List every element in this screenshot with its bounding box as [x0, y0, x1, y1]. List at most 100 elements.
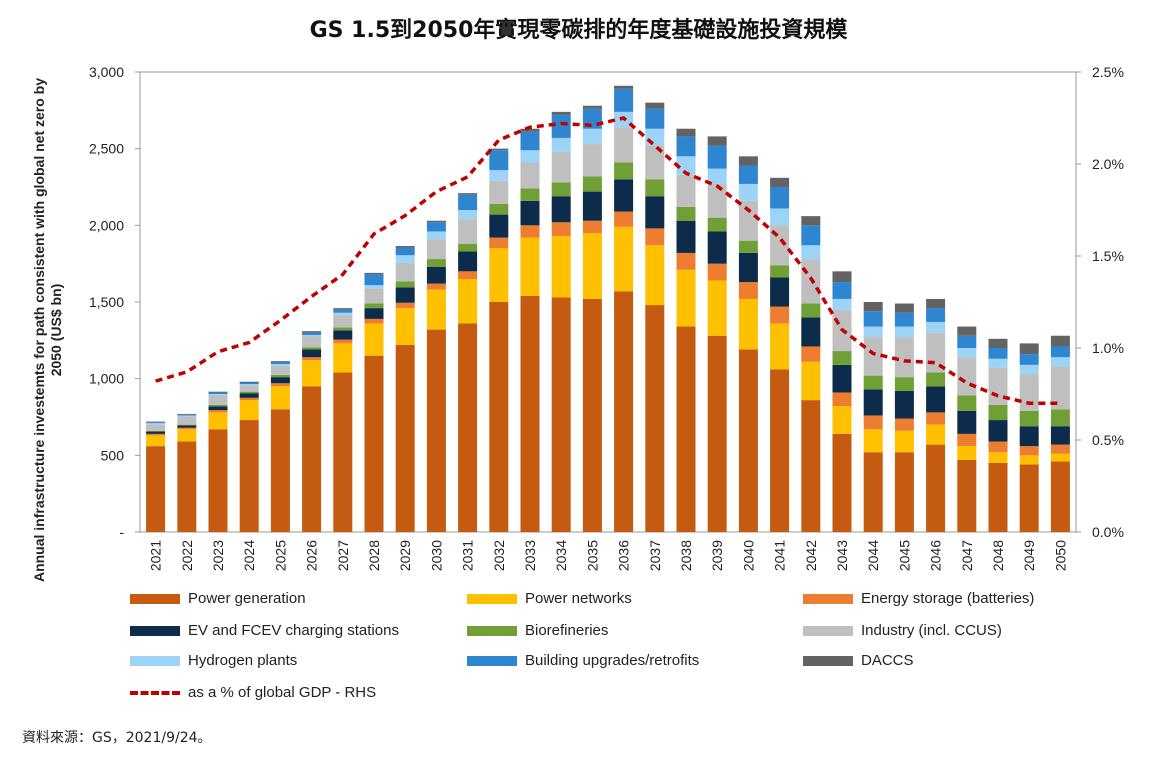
- bar-power-networks-2046: [926, 424, 946, 445]
- bar-building-upgrades-retrofits-2048: [988, 348, 1008, 359]
- bar-daccs-2024: [239, 381, 259, 383]
- bar-industry-incl-ccus-2029: [395, 262, 415, 282]
- bar-ev-and-fcev-charging-stations-2021: [146, 431, 166, 434]
- bar-power-networks-2030: [426, 289, 446, 330]
- bar-ev-and-fcev-charging-stations-2046: [926, 386, 946, 413]
- bar-building-upgrades-retrofits-2037: [645, 108, 665, 129]
- bar-industry-incl-ccus-2032: [489, 180, 509, 204]
- bar-ev-and-fcev-charging-stations-2044: [863, 389, 883, 416]
- legend-label: Hydrogen plants: [188, 652, 298, 669]
- bar-power-networks-2028: [364, 323, 384, 356]
- bar-power-networks-2040: [738, 298, 758, 350]
- x-tick-label: 2050: [1052, 540, 1068, 571]
- bar-biorefineries-2045: [894, 377, 914, 391]
- bar-biorefineries-2034: [551, 182, 571, 197]
- bar-energy-storage-batteries-2038: [676, 252, 696, 270]
- bar-power-generation-2025: [270, 409, 290, 532]
- bar-power-networks-2043: [832, 406, 852, 434]
- bar-daccs-2045: [894, 303, 914, 313]
- x-tick-label: 2039: [709, 540, 725, 571]
- bar-energy-storage-batteries-2034: [551, 222, 571, 237]
- x-tick-label: 2031: [460, 540, 476, 571]
- bar-hydrogen-plants-2044: [863, 326, 883, 338]
- bar-power-generation-2026: [302, 386, 322, 532]
- bar-hydrogen-plants-2040: [738, 183, 758, 201]
- bar-ev-and-fcev-charging-stations-2040: [738, 252, 758, 283]
- y2-tick-label: 0.0%: [1092, 524, 1124, 540]
- bar-biorefineries-2023: [208, 404, 228, 407]
- bar-industry-incl-ccus-2030: [426, 239, 446, 260]
- bar-ev-and-fcev-charging-stations-2049: [1019, 426, 1039, 447]
- bar-daccs-2033: [520, 128, 540, 132]
- bar-daccs-2047: [957, 326, 977, 336]
- bar-energy-storage-batteries-2031: [458, 271, 478, 279]
- bar-building-upgrades-retrofits-2032: [489, 150, 509, 171]
- bar-biorefineries-2021: [146, 430, 166, 432]
- bar-energy-storage-batteries-2030: [426, 283, 446, 290]
- bar-hydrogen-plants-2039: [707, 168, 727, 184]
- bar-building-upgrades-retrofits-2034: [551, 114, 571, 138]
- bar-power-generation-2049: [1019, 464, 1039, 532]
- bar-power-generation-2028: [364, 355, 384, 532]
- legend-label: as a % of global GDP - RHS: [188, 684, 377, 701]
- bar-building-upgrades-retrofits-2036: [614, 88, 634, 112]
- bar-hydrogen-plants-2042: [801, 245, 821, 260]
- bar-power-generation-2024: [239, 420, 259, 532]
- bar-hydrogen-plants-2045: [894, 326, 914, 338]
- legend-label: EV and FCEV charging stations: [188, 622, 399, 639]
- bar-hydrogen-plants-2023: [208, 394, 228, 396]
- bar-industry-incl-ccus-2049: [1019, 374, 1039, 411]
- bar-building-upgrades-retrofits-2050: [1050, 346, 1070, 358]
- bar-energy-storage-batteries-2028: [364, 318, 384, 324]
- bar-industry-incl-ccus-2027: [333, 315, 353, 328]
- bar-daccs-2025: [270, 361, 290, 362]
- bar-ev-and-fcev-charging-stations-2028: [364, 308, 384, 319]
- legend-item: Power generation: [130, 590, 306, 607]
- bar-ev-and-fcev-charging-stations-2033: [520, 200, 540, 226]
- bar-biorefineries-2026: [302, 347, 322, 350]
- bar-industry-incl-ccus-2034: [551, 151, 571, 183]
- bar-power-generation-2036: [614, 291, 634, 532]
- x-tick-label: 2040: [740, 540, 756, 571]
- bar-building-upgrades-retrofits-2041: [770, 187, 790, 209]
- bar-industry-incl-ccus-2035: [582, 144, 602, 177]
- bar-biorefineries-2036: [614, 162, 634, 180]
- bar-building-upgrades-retrofits-2045: [894, 312, 914, 327]
- bar-hydrogen-plants-2028: [364, 285, 384, 289]
- bar-biorefineries-2046: [926, 372, 946, 387]
- x-tick-label: 2042: [803, 540, 819, 571]
- bar-hydrogen-plants-2038: [676, 156, 696, 175]
- bar-industry-incl-ccus-2026: [302, 336, 322, 348]
- bar-daccs-2035: [582, 105, 602, 109]
- legend-swatch: [130, 625, 180, 636]
- bar-power-generation-2023: [208, 429, 228, 532]
- bar-energy-storage-batteries-2046: [926, 412, 946, 425]
- y-tick-label: 1,500: [89, 294, 124, 310]
- x-tick-label: 2023: [210, 540, 226, 571]
- x-tick-label: 2027: [335, 540, 351, 571]
- bar-industry-incl-ccus-2031: [458, 219, 478, 244]
- bar-power-networks-2033: [520, 237, 540, 296]
- x-tick-label: 2038: [678, 540, 694, 571]
- stacked-bar-chart: - 500 1,000 1,500 2,000 2,500 3,000 0.0% 0.5% 1.0…: [89, 64, 1124, 571]
- bar-hydrogen-plants-2022: [177, 415, 197, 417]
- bar-ev-and-fcev-charging-stations-2034: [551, 196, 571, 223]
- legend-item: Power networks: [467, 590, 632, 607]
- bar-building-upgrades-retrofits-2022: [177, 414, 197, 416]
- bar-biorefineries-2040: [738, 240, 758, 253]
- bar-power-networks-2021: [146, 435, 166, 447]
- bar-hydrogen-plants-2021: [146, 423, 166, 425]
- bar-hydrogen-plants-2041: [770, 208, 790, 226]
- bar-energy-storage-batteries-2045: [894, 418, 914, 431]
- y-tick-label: 500: [101, 447, 125, 463]
- chart-title: GS 1.5到2050年實現零碳排的年度基礎設施投資規模: [309, 18, 848, 43]
- bar-power-networks-2044: [863, 429, 883, 453]
- bar-ev-and-fcev-charging-stations-2045: [894, 390, 914, 419]
- bar-hydrogen-plants-2034: [551, 137, 571, 152]
- bar-power-generation-2047: [957, 459, 977, 532]
- bar-biorefineries-2038: [676, 206, 696, 221]
- gdp-share-line: [155, 116, 1061, 405]
- bar-power-generation-2022: [177, 441, 197, 532]
- x-tick-label: 2045: [896, 540, 912, 571]
- bar-daccs-2036: [614, 85, 634, 89]
